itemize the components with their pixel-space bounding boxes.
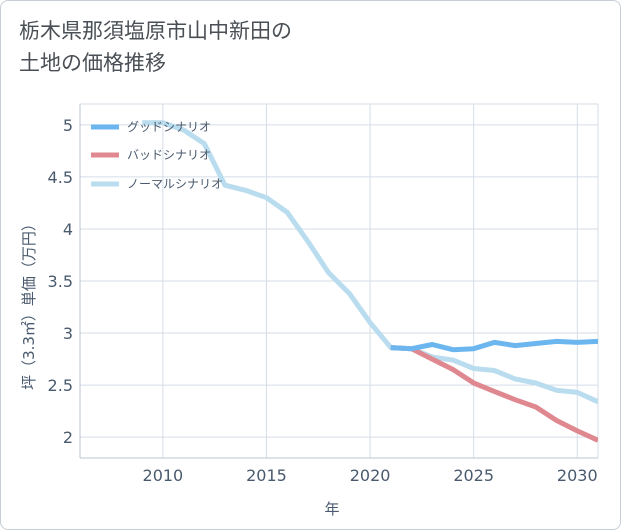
x-tick-label: 2010 — [143, 466, 184, 485]
y-tick-label: 5 — [63, 116, 73, 135]
x-tick-label: 2030 — [557, 466, 598, 485]
y-tick-label: 3.5 — [48, 272, 73, 291]
y-tick-label: 3 — [63, 324, 73, 343]
x-axis-label: 年 — [324, 500, 339, 518]
x-tick-label: 2020 — [350, 466, 391, 485]
x-tick-label: 2015 — [246, 466, 287, 485]
good-scenario-line — [390, 338, 598, 353]
y-axis-label: 坪（3.3㎡）単価（万円） — [20, 216, 38, 390]
chart-title: 栃木県那須塩原市山中新田の 土地の価格推移 — [19, 19, 292, 75]
good-scenario-legend-label: グッドシナリオ — [127, 120, 211, 134]
normal-scenario-legend-label: ノーマルシナリオ — [127, 177, 223, 191]
bad-scenario-line — [390, 345, 598, 443]
y-tick-label: 2.5 — [48, 376, 73, 395]
x-tick-label: 2025 — [453, 466, 494, 485]
normal-scenario-line — [142, 120, 598, 405]
y-tick-label: 4.5 — [48, 168, 73, 187]
bad-scenario-legend-label: バッドシナリオ — [127, 148, 211, 162]
y-tick-label: 4 — [63, 220, 73, 239]
y-tick-label: 2 — [63, 428, 73, 447]
